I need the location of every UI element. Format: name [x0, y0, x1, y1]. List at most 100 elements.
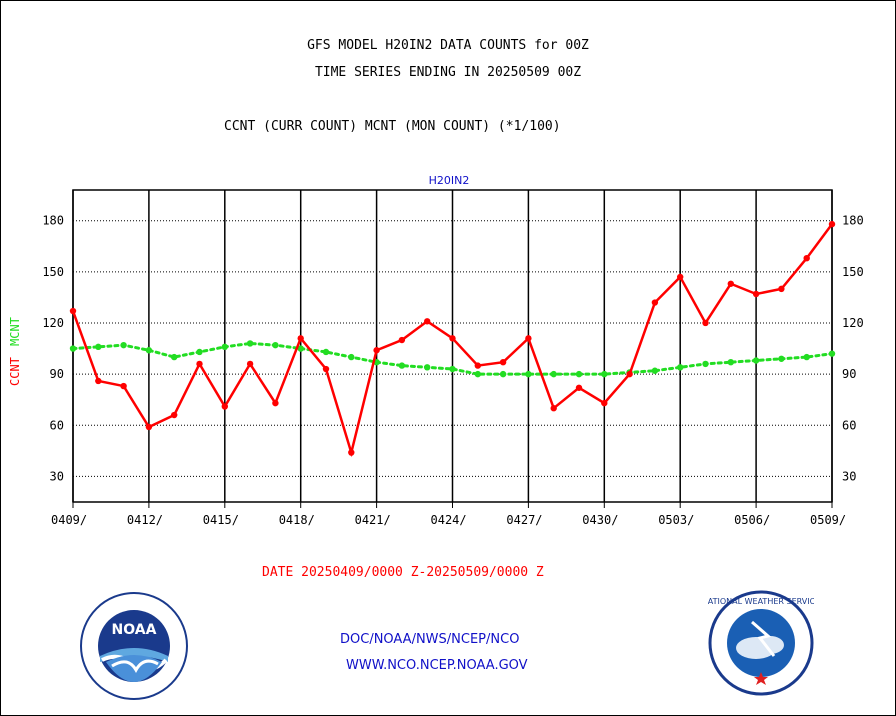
data-point-ccnt [297, 335, 304, 342]
data-point-mcnt [221, 343, 228, 351]
data-point-mcnt [322, 348, 330, 356]
chart-title-line1: GFS MODEL H20IN2 DATA COUNTS for 00Z [307, 38, 589, 53]
data-point-ccnt [221, 403, 228, 410]
data-point-ccnt [322, 365, 330, 373]
data-point-ccnt [651, 299, 659, 306]
y-tick-label-left: 30 [50, 469, 64, 483]
data-point-ccnt [499, 358, 507, 366]
x-tick-label: 0418/ [279, 513, 315, 527]
data-point-mcnt [575, 370, 583, 378]
data-point-mcnt [727, 358, 734, 366]
x-tick-label: 0430/ [582, 513, 618, 527]
y-tick-label-left: 60 [50, 418, 64, 432]
data-point-mcnt [348, 353, 355, 361]
y-axis-label-mcnt: MCNT [8, 317, 22, 346]
data-point-ccnt [171, 411, 178, 419]
grid-layer [72, 189, 833, 508]
data-point-ccnt [474, 362, 481, 369]
chart-subtitle: CCNT (CURR COUNT) MCNT (MON COUNT) (*1/1… [224, 119, 561, 134]
data-point-mcnt [474, 370, 481, 378]
data-point-ccnt [803, 254, 810, 262]
nws-logo: NATIONAL WEATHER SERVICE [702, 590, 820, 700]
data-point-ccnt [575, 384, 583, 391]
data-point-ccnt [69, 307, 77, 315]
nws-logo-text: NATIONAL WEATHER SERVICE [708, 597, 814, 606]
data-point-mcnt [803, 353, 810, 361]
noaa-logo: NOAA [78, 590, 190, 706]
data-point-ccnt [373, 347, 380, 354]
y-tick-label-left: 180 [42, 214, 64, 228]
data-point-mcnt [677, 364, 684, 371]
x-tick-label: 0506/ [734, 513, 770, 527]
data-point-ccnt [601, 399, 608, 407]
data-point-mcnt [601, 370, 608, 378]
data-point-ccnt [727, 280, 734, 287]
data-point-mcnt [120, 341, 127, 349]
doc-noaa-link[interactable]: DOC/NOAA/NWS/NCEP/NCO [340, 632, 520, 647]
data-point-mcnt [95, 343, 102, 351]
data-point-mcnt [69, 345, 77, 352]
data-point-mcnt [196, 348, 203, 356]
y-tick-label-right: 120 [842, 316, 864, 330]
data-point-mcnt [246, 340, 254, 347]
data-point-ccnt [398, 336, 406, 344]
chart-title-line2: TIME SERIES ENDING IN 20250509 00Z [314, 65, 582, 80]
x-tick-label: 0427/ [506, 513, 542, 527]
data-point-ccnt [828, 220, 836, 228]
tick-layer: 30 30 60 60 90 90 120 120 150 150 180 180 0409/0412/… [42, 214, 863, 527]
data-point-mcnt [778, 355, 785, 362]
data-point-mcnt [702, 360, 709, 368]
data-point-mcnt [525, 370, 532, 378]
data-point-ccnt [550, 405, 557, 412]
data-point-mcnt [297, 345, 304, 352]
data-point-ccnt [120, 382, 127, 390]
data-point-ccnt [145, 423, 153, 431]
data-point-ccnt [752, 290, 760, 298]
y-tick-label-left: 120 [42, 316, 64, 330]
y-tick-label-right: 180 [842, 214, 864, 228]
data-point-mcnt [550, 370, 557, 378]
y-tick-label-right: 30 [842, 469, 856, 483]
nco-website-link[interactable]: WWW.NCO.NCEP.NOAA.GOV [346, 658, 528, 673]
data-point-mcnt [145, 347, 153, 354]
y-tick-label-right: 150 [842, 265, 864, 279]
data-point-mcnt [398, 362, 406, 369]
y-tick-label-right: 90 [842, 367, 856, 381]
data-point-ccnt [702, 319, 709, 327]
chart-inner-title: H20IN2 [429, 174, 470, 187]
y-axis-label-ccnt: CCNT [8, 357, 22, 386]
data-point-mcnt [828, 350, 836, 357]
data-point-ccnt [348, 449, 355, 456]
x-tick-label: 0415/ [203, 513, 239, 527]
series-layer [69, 220, 836, 458]
data-point-mcnt [424, 364, 431, 371]
x-tick-label: 0424/ [431, 513, 467, 527]
data-point-ccnt [626, 370, 633, 378]
data-point-ccnt [196, 360, 203, 368]
y-tick-label-left: 150 [42, 265, 64, 279]
data-point-mcnt [651, 367, 659, 374]
data-point-ccnt [424, 318, 431, 325]
data-point-mcnt [449, 365, 456, 373]
y-tick-label-left: 90 [50, 367, 64, 381]
data-point-mcnt [499, 370, 507, 378]
x-tick-label: 0503/ [658, 513, 694, 527]
data-point-ccnt [677, 273, 684, 281]
date-range-label: DATE 20250409/0000 Z-20250509/0000 Z [262, 565, 544, 580]
x-tick-label: 0509/ [810, 513, 846, 527]
data-point-ccnt [525, 335, 532, 342]
x-tick-label: 0412/ [127, 513, 163, 527]
data-point-ccnt [272, 399, 279, 407]
data-point-mcnt [272, 341, 279, 349]
x-tick-label: 0421/ [355, 513, 391, 527]
data-point-ccnt [449, 335, 456, 342]
data-point-ccnt [778, 285, 785, 293]
data-point-mcnt [171, 353, 178, 361]
data-point-ccnt [95, 377, 102, 385]
x-tick-label: 0409/ [51, 513, 87, 527]
y-tick-label-right: 60 [842, 418, 856, 432]
data-point-ccnt [246, 360, 254, 368]
noaa-logo-text: NOAA [112, 622, 157, 638]
data-point-mcnt [752, 357, 760, 364]
